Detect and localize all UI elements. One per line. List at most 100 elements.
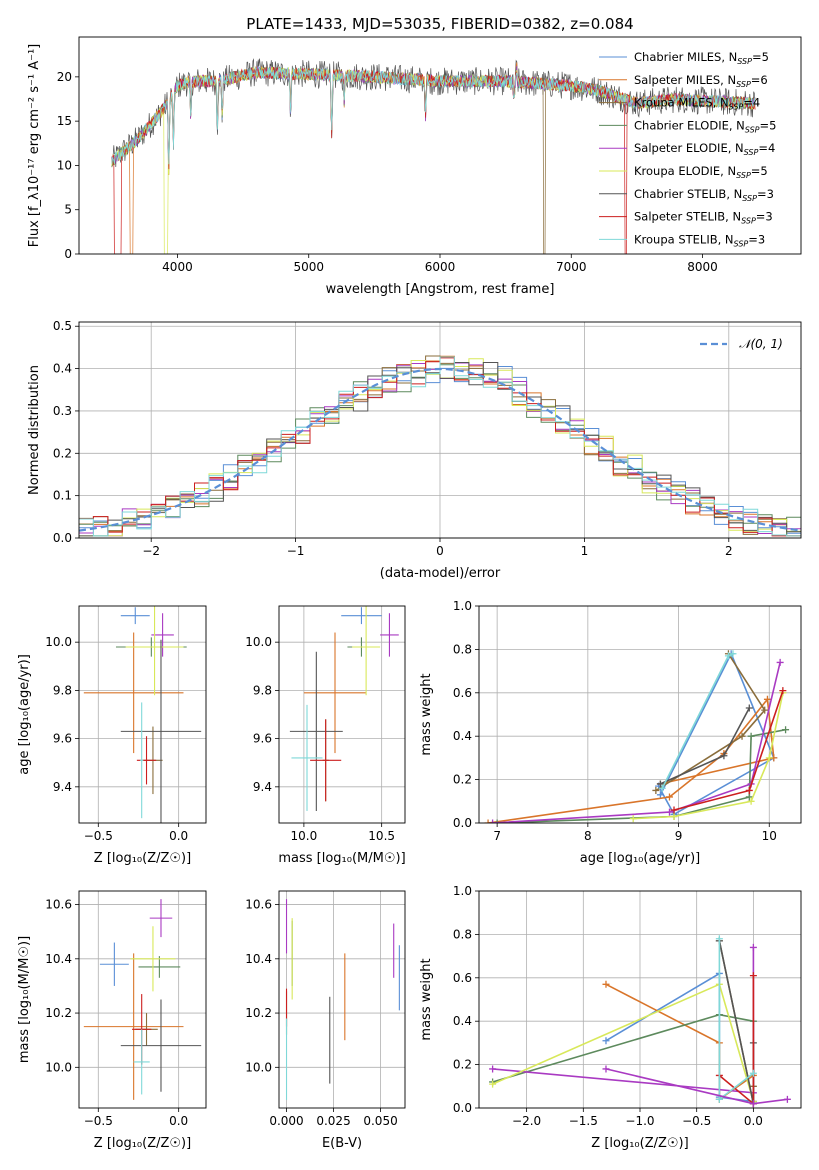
errorbar-kroupa-elodie (130, 926, 176, 992)
mass-vs-Z-panel: −0.5 0.0 10.0 10.2 10.4 10.6 Z [log₁₀(Z/Z☉)] ma… (17, 890, 207, 1151)
legend-name: Kroupa STELIB, N (634, 232, 734, 246)
y-tick-label: 10.4 (245, 952, 272, 966)
x-tick-label: −1.5 (569, 1114, 598, 1128)
spectrum-line-salpeter-miles (111, 62, 756, 254)
errorbar-salpeter-elodie (149, 899, 173, 938)
point-marker (602, 1037, 610, 1045)
x-tick-label: 0.0 (744, 1114, 763, 1128)
x-tick-label: 10 (762, 829, 777, 843)
mass-weight-vs-Z-panel: −2.0 −1.5 −1.0 −0.5 0.0 0.0 0.2 0.4 0.6 0.8 1.0 Z [… (419, 884, 802, 1151)
spectrum-ticks: 4000 5000 6000 7000 8000 0 5 10 15 20 (57, 70, 718, 274)
x-tick-label: 0.025 (316, 1114, 350, 1128)
legend-entry: Salpeter STELIB, NSSP=3 (634, 210, 773, 226)
x-axis-label: (data-model)/error (380, 566, 501, 581)
point-marker (749, 1069, 757, 1077)
age-vs-Z-plot-area (83, 606, 202, 823)
x-axis-label: Z [log₁₀(Z/Z☉)] (94, 1136, 191, 1151)
legend-suffix: =3 (748, 232, 765, 246)
point-marker (715, 935, 723, 943)
legend-sub: SSP (741, 217, 756, 226)
errorbar-chabrier-miles (341, 607, 382, 625)
y-tick-label: 0.2 (53, 446, 72, 460)
legend-sub: SSP (737, 57, 752, 66)
mass-vs-EBV-frame (278, 890, 406, 1109)
x-tick-label: 0.0 (169, 829, 188, 843)
y-tick-label: 0.4 (453, 729, 472, 743)
x-tick-label: 10.0 (291, 829, 318, 843)
x-tick-label: −1.0 (625, 1114, 654, 1128)
y-tick-label: 0.3 (53, 404, 72, 418)
x-tick-label: −2 (142, 544, 160, 558)
legend-suffix: =5 (752, 50, 769, 64)
errorbar-salpeter-miles (83, 632, 184, 754)
errorbar-salpeter-miles (83, 953, 184, 1100)
mass-vs-Z-ticks: −0.5 0.0 10.0 10.2 10.4 10.6 (45, 898, 188, 1128)
legend-name: Salpeter STELIB, N (634, 210, 741, 224)
legend-entry: Chabrier STELIB, NSSP=3 (634, 187, 774, 203)
line-chabrier-miles (605, 972, 754, 1103)
y-tick-label: 9.6 (53, 732, 72, 746)
histogram-kroupa-stelib (79, 356, 801, 537)
y-tick-label: 9.8 (253, 683, 272, 697)
y-tick-label: 10.6 (245, 898, 272, 912)
legend-entry: Salpeter ELODIE, NSSP=4 (634, 141, 775, 157)
x-axis-label: wavelength [Angstrom, rest frame] (326, 282, 555, 297)
x-tick-label: 7 (493, 829, 501, 843)
point-marker (783, 1095, 791, 1103)
legend-suffix: =5 (760, 118, 777, 132)
point-marker (665, 793, 673, 801)
legend-sub: SSP (736, 171, 751, 180)
x-axis-label: mass [log₁₀(M/M☉)] (278, 851, 405, 866)
point-marker (747, 797, 755, 805)
y-tick-label: 0.0 (53, 531, 72, 545)
legend-name: Kroupa MILES, N (634, 96, 729, 110)
legend-suffix: =5 (751, 164, 768, 178)
spectrum-panel: 4000 5000 6000 7000 8000 0 5 10 15 20 wavelength [… (27, 36, 802, 297)
legend-name: Chabrier STELIB, N (634, 187, 742, 201)
y-tick-label: 10.0 (45, 1060, 72, 1074)
mass-vs-EBV-plot-area (285, 899, 400, 1100)
y-tick-label: 10.2 (45, 1006, 72, 1020)
legend-name: Salpeter ELODIE, N (634, 141, 744, 155)
legend-entry: Kroupa STELIB, NSSP=3 (634, 232, 765, 248)
mass-weight-vs-Z-ticks: −2.0 −1.5 −1.0 −0.5 0.0 0.0 0.2 0.4 0.6 0.8 1.0 (453, 884, 763, 1128)
point-marker (749, 972, 757, 980)
x-tick-label: 2 (725, 544, 733, 558)
point-marker (745, 786, 753, 794)
x-tick-label: 0.050 (363, 1114, 397, 1128)
age-vs-mass-ticks: 10.0 10.5 9.4 9.6 9.8 10.0 (245, 635, 395, 843)
age-vs-mass-panel: 10.0 10.5 9.4 9.6 9.8 10.0 mass [log₁₀(M/M☉)] (245, 605, 406, 866)
y-tick-label: 0.6 (453, 971, 472, 985)
legend-sub: SSP (736, 80, 751, 89)
legend-sub: SSP (729, 103, 744, 112)
spectrum-line-salpeter-stelib (111, 66, 756, 254)
x-axis-label: Z [log₁₀(Z/Z☉)] (591, 1136, 688, 1151)
point-marker (747, 732, 755, 740)
y-tick-label: 0.1 (53, 489, 72, 503)
point-marker (656, 791, 664, 799)
point-marker (602, 1065, 610, 1073)
x-tick-label: 9 (675, 829, 683, 843)
point-marker (656, 780, 664, 788)
y-tick-label: 10.0 (245, 635, 272, 649)
line-salpeter-elodie (492, 662, 781, 823)
mass-vs-EBV-panel: 0.000 0.025 0.050 10.0 10.2 10.4 10.6 E(B-V) (245, 890, 406, 1151)
x-tick-label: 8000 (687, 260, 718, 274)
point-marker (484, 819, 492, 823)
legend-suffix: =6 (751, 73, 768, 87)
histogram-salpeter-stelib (79, 357, 801, 537)
mass-vs-EBV-grid (279, 891, 405, 1108)
age-vs-mass-grid (279, 606, 405, 823)
y-tick-label: 0.0 (453, 1101, 472, 1115)
x-tick-label: −0.5 (682, 1114, 711, 1128)
x-tick-label: 4000 (162, 260, 193, 274)
y-axis-label: mass [log₁₀(M/M☉)] (17, 936, 32, 1063)
y-tick-label: 5 (64, 203, 72, 217)
legend-entry: Kroupa ELODIE, NSSP=5 (634, 164, 768, 180)
y-tick-label: 0.8 (453, 642, 472, 656)
point-marker (493, 819, 501, 823)
mass-weight-vs-age-ticks: 7 8 9 10 0.0 0.2 0.4 0.6 0.8 1.0 (453, 599, 777, 843)
point-marker (729, 650, 737, 658)
x-tick-label: 6000 (425, 260, 456, 274)
